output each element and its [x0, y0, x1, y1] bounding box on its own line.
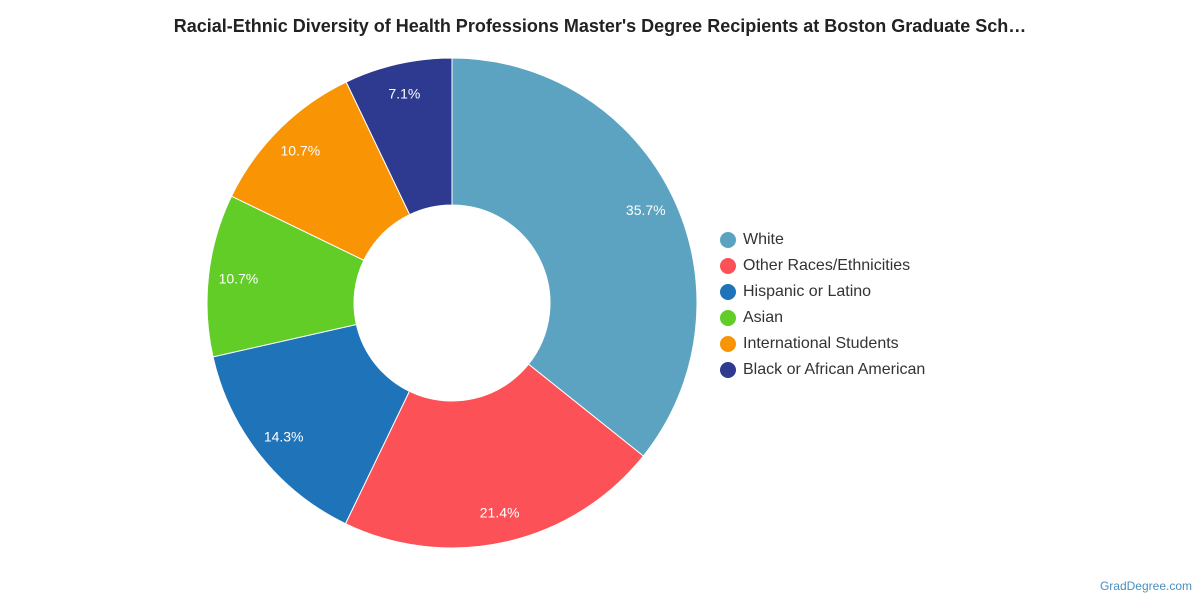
legend-swatch-icon	[720, 336, 736, 352]
legend-item[interactable]: Hispanic or Latino	[720, 279, 925, 305]
slice-label: 21.4%	[480, 505, 520, 521]
slice-label: 10.7%	[280, 143, 320, 159]
slice-asian	[206, 195, 365, 358]
legend-item[interactable]: White	[720, 227, 925, 253]
slice-other-races-ethnicities	[344, 363, 645, 549]
slice-black-or-african-american	[345, 57, 453, 216]
legend-swatch-icon	[720, 258, 736, 274]
slice-label: 35.7%	[626, 202, 666, 218]
legend-swatch-icon	[720, 232, 736, 248]
legend-label: White	[743, 231, 784, 248]
legend-label: International Students	[743, 335, 899, 352]
legend-label: Black or African American	[743, 361, 926, 378]
watermark: GradDegree.com	[1099, 579, 1192, 593]
chart-title: Racial-Ethnic Diversity of Health Profes…	[173, 16, 1027, 36]
legend-label: Other Races/Ethnicities	[743, 257, 911, 274]
legend-label: Hispanic or Latino	[743, 283, 872, 300]
slice-white	[451, 57, 698, 457]
legend-label: Asian	[743, 309, 784, 326]
legend-swatch-icon	[720, 362, 736, 378]
slice-label: 14.3%	[264, 429, 304, 445]
slice-hispanic-or-latino	[212, 323, 411, 525]
legend-item[interactable]: Other Races/Ethnicities	[720, 253, 925, 279]
slice-label: 7.1%	[388, 85, 420, 101]
legend-swatch-icon	[720, 284, 736, 300]
slice-international-students	[230, 81, 411, 261]
legend-item[interactable]: Black or African American	[720, 357, 925, 383]
legend-item[interactable]: International Students	[720, 331, 925, 357]
legend-item[interactable]: Asian	[720, 305, 925, 331]
chart-legend: White Other Races/Ethnicities Hispanic or …	[720, 227, 925, 383]
legend-swatch-icon	[720, 310, 736, 326]
slice-label: 10.7%	[219, 270, 259, 286]
